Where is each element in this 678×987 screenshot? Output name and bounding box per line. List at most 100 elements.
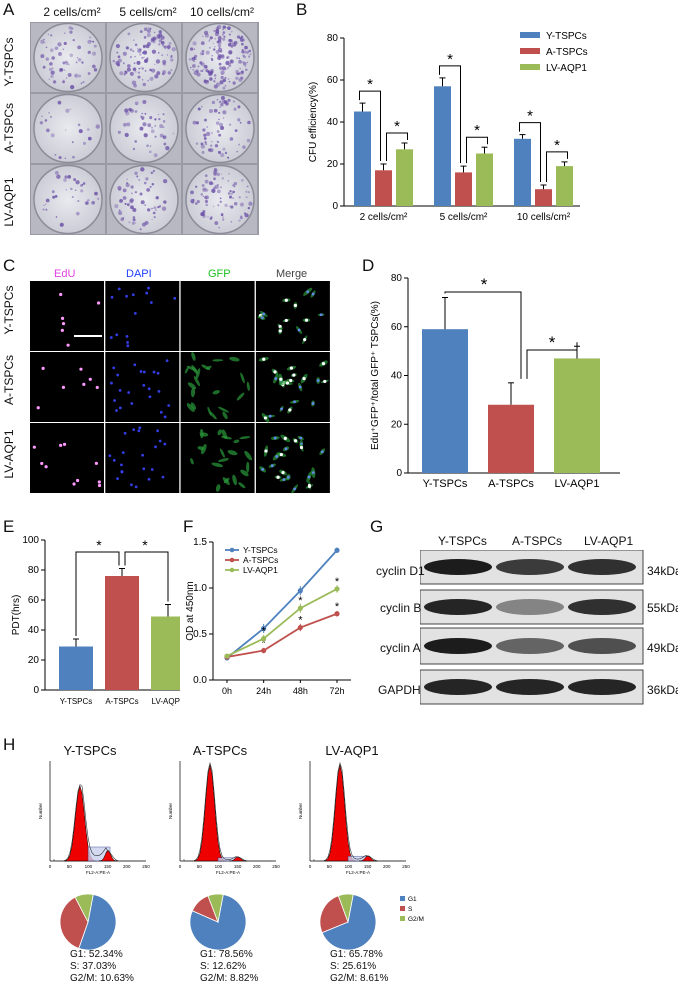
edu-positive-nucleus xyxy=(72,482,76,486)
significance-star: * xyxy=(549,333,556,352)
colony-dot xyxy=(161,54,164,57)
legend-swatch xyxy=(400,906,405,911)
colony-dot xyxy=(128,221,131,224)
col-header-gfp: GFP xyxy=(208,268,231,280)
colony-dot xyxy=(207,148,212,152)
colony-dot xyxy=(117,55,121,59)
colony-dot xyxy=(217,47,223,52)
colony-dot xyxy=(162,113,165,116)
cell-body xyxy=(211,462,224,468)
bar xyxy=(105,576,139,690)
colony-dot xyxy=(230,221,233,223)
colony-dot xyxy=(48,111,51,114)
nucleus xyxy=(268,414,272,418)
edu-positive-nucleus xyxy=(44,465,48,469)
colony-dot xyxy=(68,26,72,30)
colony-dot xyxy=(204,118,207,122)
protein-band xyxy=(568,599,636,615)
cell-body xyxy=(201,364,211,371)
colony-dot xyxy=(222,31,226,34)
colony-dot xyxy=(130,56,132,58)
y-axis-label: Edu⁺GFP⁺/total GFP⁺ TSPCs(%) xyxy=(370,301,381,450)
blot-protein-label: cyclin B xyxy=(380,601,422,615)
colony-dot xyxy=(138,178,141,181)
colony-dot xyxy=(80,189,84,193)
y-tick-label: 40 xyxy=(28,625,40,636)
colony-dot xyxy=(228,123,232,126)
pie-caption: G1: 65.78% S: 25.61% G2/M: 8.61% xyxy=(330,949,388,985)
colony-dot xyxy=(222,147,226,151)
colony-dot xyxy=(211,188,216,193)
edu-positive-nucleus xyxy=(60,316,65,320)
nucleus xyxy=(137,429,141,433)
colony-dot xyxy=(219,122,224,127)
colony-dot xyxy=(136,175,139,178)
nucleus xyxy=(280,407,283,411)
legend-swatch xyxy=(520,48,540,54)
colony-dot xyxy=(52,195,56,199)
edu-positive-nucleus xyxy=(284,318,288,323)
colony-dot xyxy=(201,50,203,52)
colony-dot xyxy=(240,76,244,80)
colony-dot xyxy=(130,205,134,210)
colony-dot xyxy=(70,85,75,90)
bar xyxy=(476,153,493,206)
colony-dot xyxy=(219,80,224,85)
colony-dot xyxy=(205,188,209,192)
nucleus xyxy=(117,287,121,291)
colony-dot xyxy=(48,78,51,81)
colony-dot xyxy=(63,69,66,72)
col-header-merge: Merge xyxy=(276,268,308,280)
colony-dot xyxy=(229,137,234,141)
col-header-edu: EdU xyxy=(54,268,76,280)
colony-dot xyxy=(190,66,192,69)
colony-dot xyxy=(147,123,152,128)
colony-dot xyxy=(214,46,216,48)
y-tick-label: 60 xyxy=(391,322,403,333)
colony-dot xyxy=(77,123,81,127)
edu-positive-nucleus xyxy=(283,436,287,441)
cell-body xyxy=(238,482,246,489)
nucleus xyxy=(307,475,311,479)
colony-dot xyxy=(162,120,166,123)
protein-band xyxy=(496,679,564,695)
colony-dot xyxy=(122,62,125,65)
colony-dot xyxy=(224,84,227,87)
cell-body xyxy=(233,439,240,444)
edu-positive-nucleus xyxy=(79,367,83,371)
nucleus xyxy=(275,455,279,458)
nucleus xyxy=(311,292,315,296)
colony-dot xyxy=(87,72,91,75)
histogram-tick-label: 250 xyxy=(402,864,410,869)
colony-dot xyxy=(64,60,68,64)
nucleus xyxy=(120,463,123,467)
colony-dot xyxy=(213,74,217,77)
nucleus xyxy=(149,301,153,304)
colony-dot xyxy=(47,33,50,36)
colony-dot xyxy=(142,50,148,55)
colony-dot xyxy=(238,196,241,199)
colony-dot xyxy=(158,39,162,43)
colony-dot xyxy=(144,220,149,225)
edu-positive-nucleus xyxy=(273,370,277,374)
colony-dot xyxy=(244,68,248,72)
microscopy-field xyxy=(255,423,330,493)
nucleus xyxy=(120,470,124,474)
colony-dot xyxy=(170,56,172,58)
colony-dot xyxy=(115,43,121,49)
colony-dot xyxy=(139,192,143,196)
histogram-tick-label: 250 xyxy=(142,864,150,869)
significance-bracket xyxy=(546,151,568,182)
colony-dot xyxy=(134,171,138,176)
edu-positive-nucleus xyxy=(94,461,98,465)
edu-positive-nucleus xyxy=(60,328,64,332)
colony-dot xyxy=(224,203,228,207)
edu-positive-nucleus xyxy=(321,361,326,366)
colony-dot xyxy=(69,53,74,58)
cell-body xyxy=(207,406,212,416)
colony-dot xyxy=(71,27,74,30)
protein-band xyxy=(424,638,492,654)
microscopy-field xyxy=(255,281,330,351)
colony-dot xyxy=(204,174,208,177)
colony-dot xyxy=(248,201,253,206)
